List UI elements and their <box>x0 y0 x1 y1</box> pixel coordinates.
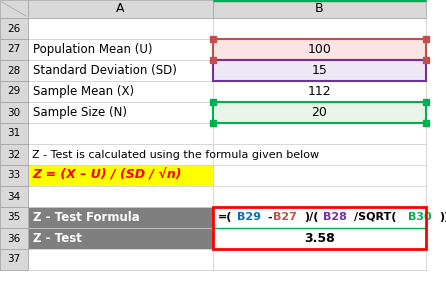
Bar <box>213 60 426 81</box>
Bar <box>28 228 213 249</box>
Bar <box>28 18 213 39</box>
Text: 32: 32 <box>8 149 21 159</box>
Bar <box>0 0 28 18</box>
Text: 29: 29 <box>8 86 21 97</box>
Bar <box>28 186 213 207</box>
Bar <box>213 207 426 228</box>
Bar <box>0 165 28 186</box>
Bar <box>0 39 28 60</box>
Bar <box>28 81 213 102</box>
Bar <box>213 207 426 249</box>
Bar <box>0 228 28 249</box>
Bar <box>213 123 426 144</box>
Text: B29: B29 <box>236 213 260 223</box>
Text: )): )) <box>439 213 446 223</box>
Bar <box>0 144 28 165</box>
Bar <box>28 60 213 81</box>
Text: 33: 33 <box>8 171 21 181</box>
Bar <box>213 186 426 207</box>
Bar <box>213 39 426 60</box>
Bar <box>213 81 426 102</box>
Bar <box>28 123 213 144</box>
Bar <box>213 249 426 270</box>
Bar <box>0 81 28 102</box>
Bar <box>213 60 426 81</box>
Text: Z - Test Formula: Z - Test Formula <box>33 211 140 224</box>
Text: Z - Test: Z - Test <box>33 232 82 245</box>
Text: 20: 20 <box>312 106 327 119</box>
Text: 15: 15 <box>312 64 327 77</box>
Bar <box>0 249 28 270</box>
Bar <box>213 144 426 165</box>
Text: )/(: )/( <box>304 213 318 223</box>
Bar <box>213 228 426 249</box>
Text: Z = (X – U) / (SD / √n): Z = (X – U) / (SD / √n) <box>32 169 182 182</box>
Bar <box>0 123 28 144</box>
Text: 27: 27 <box>8 44 21 54</box>
Text: 28: 28 <box>8 66 21 76</box>
Bar <box>213 165 426 186</box>
Bar <box>28 39 213 60</box>
Text: B: B <box>315 2 324 15</box>
Text: A: A <box>116 2 125 15</box>
Bar <box>213 39 426 60</box>
Bar <box>0 18 28 39</box>
Text: 26: 26 <box>8 24 21 34</box>
Text: =(: =( <box>218 213 232 223</box>
Text: B30: B30 <box>409 213 432 223</box>
Text: /SQRT(: /SQRT( <box>354 213 396 223</box>
Bar <box>213 102 426 123</box>
Bar <box>28 102 213 123</box>
Text: 35: 35 <box>8 213 21 223</box>
Bar <box>0 207 28 228</box>
Text: B28: B28 <box>323 213 347 223</box>
Text: Sample Mean (X): Sample Mean (X) <box>33 85 134 98</box>
Text: 100: 100 <box>308 43 331 56</box>
Text: Sample Size (N): Sample Size (N) <box>33 106 127 119</box>
Text: 30: 30 <box>8 108 21 117</box>
Text: 37: 37 <box>8 255 21 265</box>
Text: Population Mean (U): Population Mean (U) <box>33 43 153 56</box>
Text: -: - <box>268 213 272 223</box>
Bar <box>28 0 213 18</box>
Text: B27: B27 <box>273 213 297 223</box>
Bar <box>28 165 213 186</box>
Text: 3.58: 3.58 <box>304 232 335 245</box>
Bar <box>213 102 426 123</box>
Bar <box>213 18 426 39</box>
Text: 31: 31 <box>8 128 21 139</box>
Bar <box>28 249 213 270</box>
Text: 36: 36 <box>8 233 21 243</box>
Bar <box>0 102 28 123</box>
Text: Z - Test is calculated using the formula given below: Z - Test is calculated using the formula… <box>32 149 319 159</box>
Bar <box>213 0 426 18</box>
Bar <box>0 186 28 207</box>
Text: 34: 34 <box>8 191 21 201</box>
Bar <box>0 60 28 81</box>
Text: 112: 112 <box>308 85 331 98</box>
Text: Standard Deviation (SD): Standard Deviation (SD) <box>33 64 177 77</box>
Bar <box>28 144 213 165</box>
Bar <box>28 207 213 228</box>
